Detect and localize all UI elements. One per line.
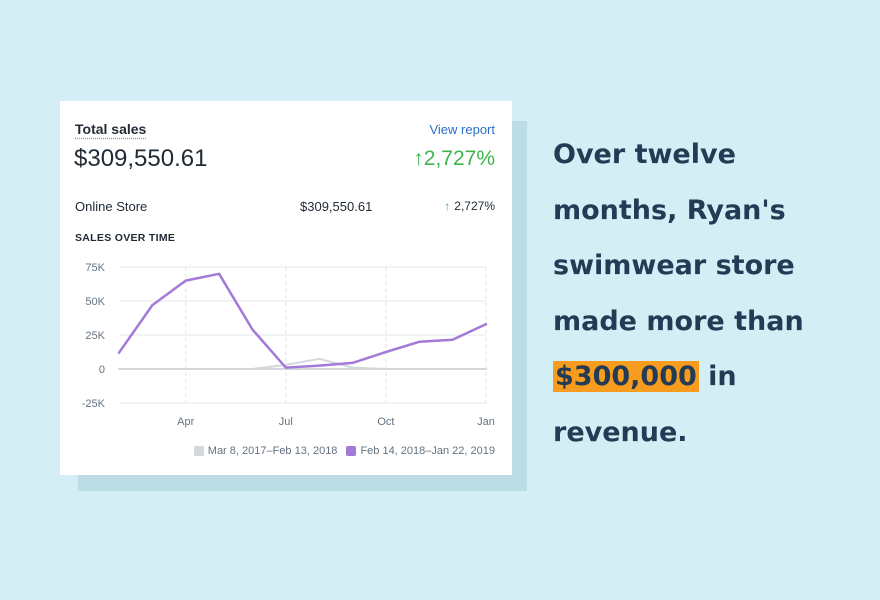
- channel-label: Online Store: [75, 199, 148, 214]
- legend-item-previous[interactable]: Mar 8, 2017–Feb 13, 2018: [193, 445, 338, 457]
- total-sales-card: Total sales View report $309,550.61 ↑2,7…: [60, 101, 512, 475]
- x-tick-label: Oct: [377, 416, 394, 428]
- view-report-link[interactable]: View report: [429, 122, 495, 137]
- channel-amount: $309,550.61: [300, 199, 373, 214]
- channel-change: ↑ 2,727%: [444, 199, 495, 213]
- y-tick-label: 25K: [85, 330, 105, 342]
- y-tick-label: 50K: [85, 296, 105, 308]
- card-title: Total sales: [75, 121, 147, 137]
- y-tick-label: 0: [99, 364, 105, 376]
- headline-text-before: Over twelve months, Ryan's swimwear stor…: [553, 139, 804, 337]
- series-line-current: [117, 272, 488, 369]
- series-line-previous: [118, 357, 487, 370]
- arrow-up-icon: ↑: [444, 199, 451, 213]
- x-tick-label: Apr: [177, 416, 194, 428]
- total-amount: $309,550.61: [74, 145, 208, 172]
- channel-change-value: 2,727%: [454, 199, 495, 213]
- legend-label-previous: Mar 8, 2017–Feb 13, 2018: [207, 445, 338, 457]
- arrow-up-icon: ↑: [413, 147, 424, 170]
- sales-over-time-chart: 75K 50K 25K 0 -25K Apr Jul Oct Jan: [82, 262, 495, 428]
- y-tick-label: -25K: [82, 398, 106, 410]
- chart-legend: Mar 8, 2017–Feb 13, 2018 Feb 14, 2018–Ja…: [185, 445, 495, 457]
- legend-swatch-current: [346, 446, 357, 456]
- y-tick-label: 75K: [85, 262, 105, 274]
- legend-item-current[interactable]: Feb 14, 2018–Jan 22, 2019: [346, 445, 495, 457]
- headline: Over twelve months, Ryan's swimwear stor…: [553, 127, 853, 460]
- x-tick-label: Jul: [279, 416, 293, 428]
- headline-highlight: $300,000: [553, 361, 699, 392]
- headline-text-after: in revenue.: [553, 361, 737, 448]
- x-tick-label: Jan: [477, 416, 495, 428]
- total-change-value: 2,727%: [423, 147, 495, 170]
- section-heading: SALES OVER TIME: [75, 232, 176, 244]
- total-change: ↑2,727%: [413, 147, 495, 171]
- legend-label-current: Feb 14, 2018–Jan 22, 2019: [360, 445, 495, 457]
- legend-swatch-previous: [193, 446, 204, 456]
